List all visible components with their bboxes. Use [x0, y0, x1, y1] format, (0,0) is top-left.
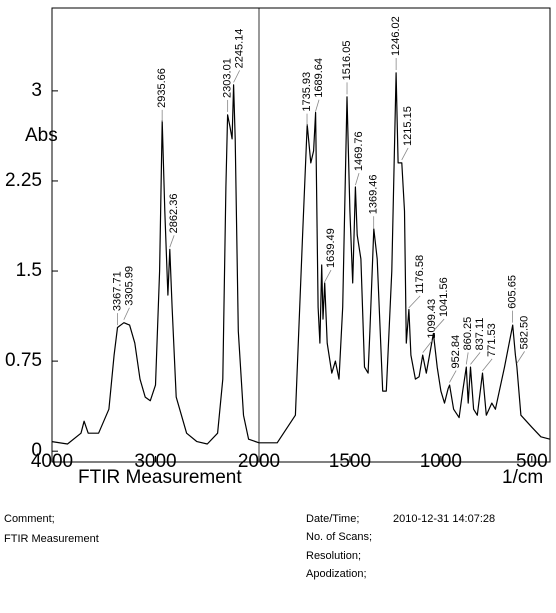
x-tick-label: 1500: [329, 451, 371, 472]
peak-label: 952.84: [450, 335, 462, 369]
peak-leader: [355, 172, 360, 186]
y-tick-label: 0: [31, 440, 42, 461]
x-tick-label: 3000: [134, 451, 176, 472]
datetime-label: Date/Time;: [306, 513, 359, 525]
peak-leader: [169, 235, 175, 248]
peak-label: 2935.66: [156, 68, 168, 108]
y-tick-label: 1.5: [16, 260, 42, 281]
peak-label: 771.53: [486, 323, 498, 357]
apodization-label: Apodization;: [306, 568, 367, 580]
peak-label: 2245.14: [234, 29, 246, 69]
peak-label: 1176.58: [414, 255, 426, 294]
peak-label: 3305.99: [123, 266, 135, 306]
plot-frame: [51, 7, 551, 463]
y-tick-label: 2.25: [5, 170, 42, 191]
peak-leader: [422, 340, 433, 353]
peak-label: 3367.71: [111, 271, 123, 311]
peak-leader: [449, 370, 457, 383]
peak-leader: [465, 352, 469, 365]
peak-leader: [470, 352, 481, 365]
peak-label: 605.65: [507, 275, 519, 309]
peak-label: 1516.05: [341, 41, 353, 81]
peak-label: 1689.64: [313, 58, 325, 98]
resolution-label: Resolution;: [306, 550, 361, 562]
peak-label: 860.25: [462, 317, 474, 351]
peak-leader: [516, 351, 525, 364]
x-tick-label: 1000: [420, 451, 462, 472]
peak-label: 1639.49: [325, 228, 337, 268]
peak-leader: [315, 99, 320, 112]
peak-label: 1041.56: [438, 277, 450, 317]
peak-label: 2303.01: [222, 58, 234, 98]
x-tick-label: 4000: [31, 451, 73, 472]
scans-label: No. of Scans;: [306, 531, 372, 543]
peak-leader: [401, 147, 409, 161]
peak-label: 582.50: [519, 316, 531, 350]
x-tick-label: 500: [516, 451, 548, 472]
peak-label: 2862.36: [168, 194, 180, 234]
peak-label: 1735.93: [301, 72, 313, 112]
y-tick-label: 3: [31, 80, 42, 101]
x-axis-unit: 1/cm: [502, 467, 543, 488]
spectrum-line: [51, 72, 551, 445]
datetime: 2010-12-31 14:07:28: [393, 513, 495, 525]
x-axis-label: FTIR Measurement: [78, 467, 242, 488]
peak-label: 837.11: [474, 318, 486, 351]
comment: FTIR Measurement: [4, 533, 99, 545]
y-axis-label: Abs: [25, 125, 58, 146]
peak-leader: [408, 295, 421, 309]
peak-leader: [482, 358, 493, 372]
peak-leader: [123, 307, 130, 320]
peak-label: 1099.43: [426, 299, 438, 339]
comment-label: Comment;: [4, 513, 55, 525]
peak-leader: [233, 70, 240, 83]
peak-leader: [433, 318, 445, 332]
peak-label: 1246.02: [390, 16, 402, 56]
peak-label: 1369.46: [368, 174, 380, 214]
peak-label: 1469.76: [353, 131, 365, 171]
peak-leader: [324, 269, 332, 283]
y-tick-label: 0.75: [5, 350, 42, 371]
peak-label: 1215.15: [402, 106, 414, 146]
